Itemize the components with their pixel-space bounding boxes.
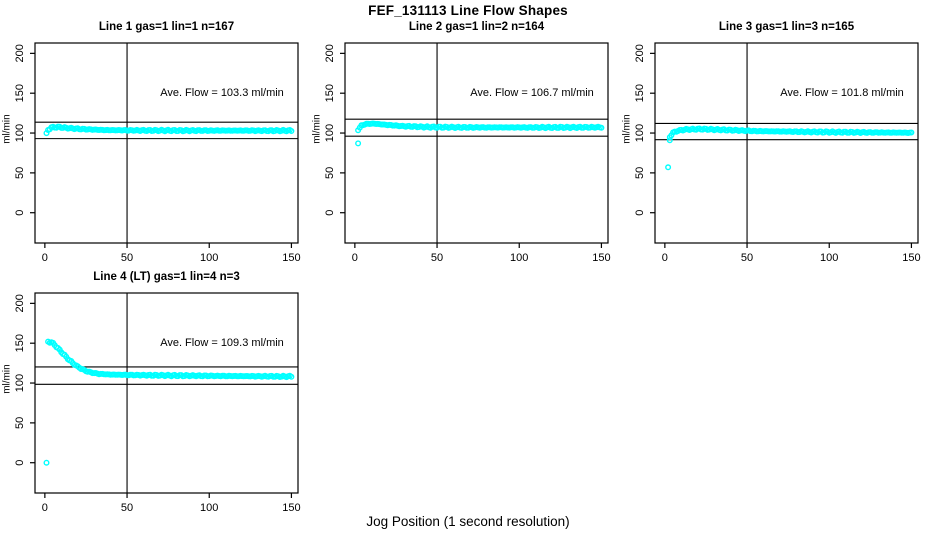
y-tick-label: 200 bbox=[634, 44, 646, 62]
y-tick-label: 100 bbox=[14, 124, 26, 142]
chart-title: FEF_131113 Line Flow Shapes bbox=[368, 3, 568, 18]
outlier-point bbox=[666, 137, 673, 144]
subplot-line-4: Line 4 (LT) gas=1 lin=4 n=3 Ave. Flow = … bbox=[0, 268, 316, 518]
y-axis-unit-label: ml/min bbox=[2, 364, 13, 393]
x-tick-label: 150 bbox=[592, 252, 610, 264]
x-tick-label: 150 bbox=[282, 502, 300, 514]
y-tick-label: 0 bbox=[324, 210, 336, 216]
y-tick-label: 150 bbox=[634, 84, 646, 102]
outlier-point bbox=[665, 164, 672, 171]
subplot-line-3: Line 3 gas=1 lin=3 n=165 Ave. Flow = 101… bbox=[620, 18, 936, 268]
x-tick-label: 50 bbox=[431, 252, 443, 264]
y-tick-label: 200 bbox=[324, 44, 336, 62]
y-tick-label: 50 bbox=[14, 167, 26, 179]
y-tick-label: 100 bbox=[324, 124, 336, 142]
plot-box bbox=[34, 292, 299, 494]
y-tick-label: 100 bbox=[634, 124, 646, 142]
x-tick-label: 50 bbox=[121, 252, 133, 264]
y-tick-label: 200 bbox=[14, 44, 26, 62]
y-tick-label: 150 bbox=[14, 84, 26, 102]
x-tick-label: 0 bbox=[42, 252, 48, 264]
y-tick-label: 50 bbox=[324, 167, 336, 179]
x-tick-label: 0 bbox=[352, 252, 358, 264]
data-points bbox=[43, 123, 295, 137]
y-tick-label: 100 bbox=[14, 374, 26, 392]
ave-flow-annotation: Ave. Flow = 106.7 ml/min bbox=[470, 87, 594, 99]
x-tick-label: 150 bbox=[282, 252, 300, 264]
x-tick-label: 100 bbox=[200, 502, 218, 514]
x-tick-label: 50 bbox=[741, 252, 753, 264]
plot-area: 0 50 100 150 0 50 100 150 200 ml/min bbox=[2, 42, 301, 264]
x-tick-label: 150 bbox=[902, 252, 920, 264]
x-tick-label: 50 bbox=[121, 502, 133, 514]
y-axis-unit-label: ml/min bbox=[312, 114, 323, 143]
y-tick-label: 50 bbox=[14, 417, 26, 429]
plot-box bbox=[654, 42, 919, 244]
plot-area: 0 50 100 150 0 50 100 150 200 ml/min bbox=[622, 42, 921, 264]
y-tick-label: 0 bbox=[14, 460, 26, 466]
y-tick-label: 200 bbox=[14, 294, 26, 312]
y-tick-label: 0 bbox=[14, 210, 26, 216]
y-axis-unit-label: ml/min bbox=[2, 114, 13, 143]
data-points bbox=[355, 120, 605, 147]
outlier-point bbox=[43, 459, 50, 466]
y-tick-label: 0 bbox=[634, 210, 646, 216]
y-tick-label: 150 bbox=[14, 334, 26, 352]
subplot-title: Line 1 gas=1 lin=1 n=167 bbox=[98, 21, 235, 33]
plot-box bbox=[34, 42, 299, 244]
data-points bbox=[665, 125, 915, 171]
y-axis-unit-label: ml/min bbox=[622, 114, 633, 143]
ave-flow-annotation: Ave. Flow = 101.8 ml/min bbox=[780, 87, 904, 99]
x-tick-label: 0 bbox=[662, 252, 668, 264]
x-tick-label: 0 bbox=[42, 502, 48, 514]
ave-flow-annotation: Ave. Flow = 109.3 ml/min bbox=[160, 337, 284, 349]
x-tick-label: 100 bbox=[200, 252, 218, 264]
ave-flow-annotation: Ave. Flow = 103.3 ml/min bbox=[160, 87, 284, 99]
outlier-point bbox=[355, 140, 362, 147]
y-tick-label: 50 bbox=[634, 167, 646, 179]
x-tick-label: 100 bbox=[510, 252, 528, 264]
plot-area: 0 50 100 150 0 50 100 150 200 ml/min bbox=[312, 42, 611, 264]
subplot-title: Line 4 (LT) gas=1 lin=4 n=3 bbox=[93, 271, 240, 283]
x-tick-label: 100 bbox=[820, 252, 838, 264]
y-tick-label: 150 bbox=[324, 84, 336, 102]
plot-area: 0 50 100 150 0 50 100 150 200 ml/min bbox=[2, 292, 301, 514]
subplot-line-1: Line 1 gas=1 lin=1 n=167 Ave. Flow = 103… bbox=[0, 18, 316, 268]
plot-box bbox=[344, 42, 609, 244]
subplot-title: Line 2 gas=1 lin=2 n=164 bbox=[408, 21, 545, 33]
data-points bbox=[43, 338, 295, 466]
subplot-line-2: Line 2 gas=1 lin=2 n=164 Ave. Flow = 106… bbox=[310, 18, 626, 268]
x-axis-label: Jog Position (1 second resolution) bbox=[366, 514, 570, 529]
subplot-title: Line 3 gas=1 lin=3 n=165 bbox=[718, 21, 855, 33]
